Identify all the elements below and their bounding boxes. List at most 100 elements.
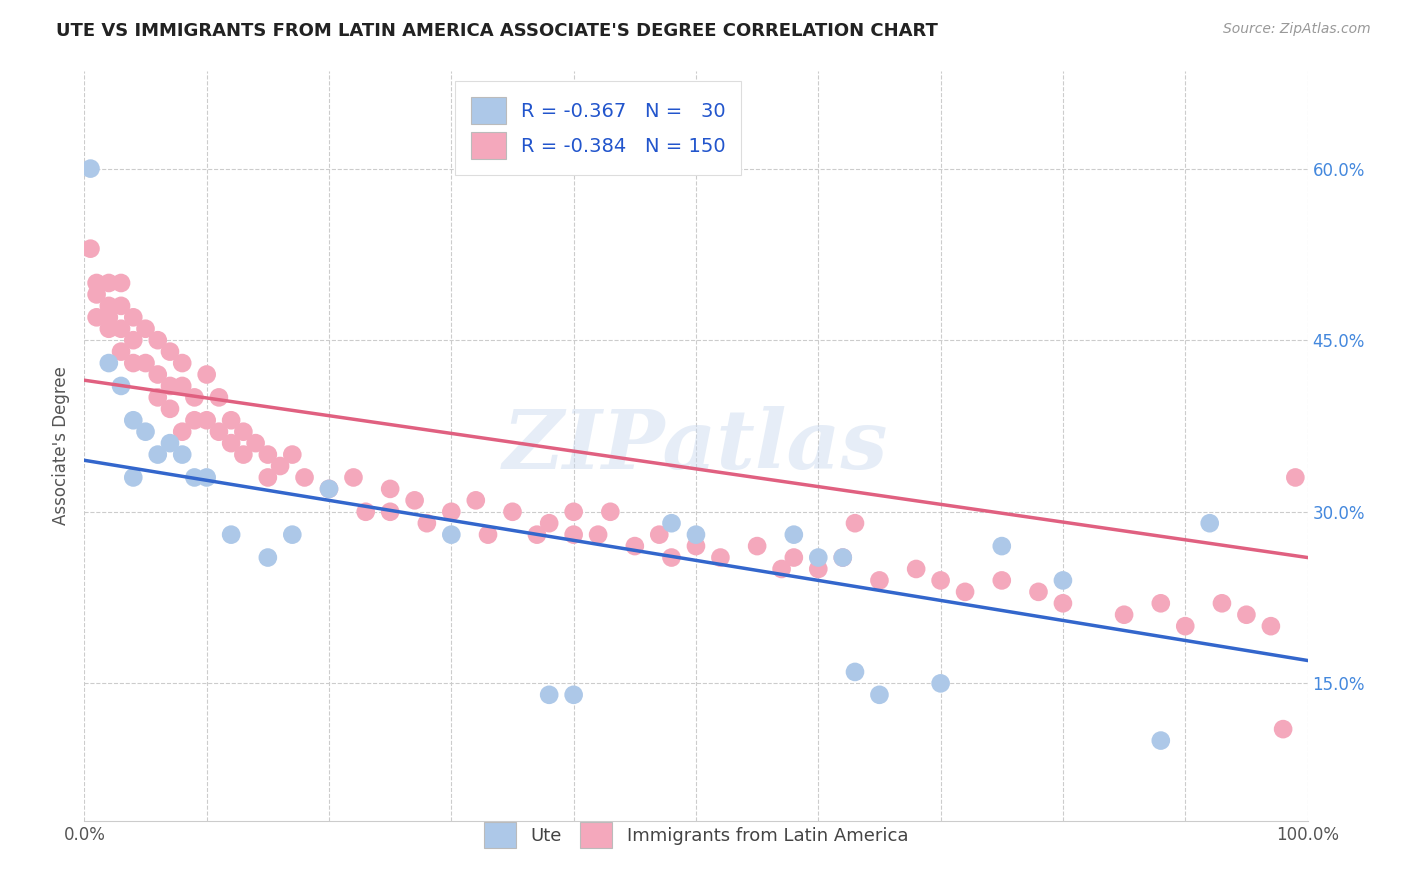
Point xyxy=(135,322,157,336)
Point xyxy=(1260,619,1282,633)
Point xyxy=(97,356,120,370)
Point xyxy=(538,688,561,702)
Point xyxy=(257,470,280,484)
Point xyxy=(1174,619,1197,633)
Point xyxy=(562,527,585,541)
Point xyxy=(807,550,830,565)
Point xyxy=(404,493,426,508)
Point xyxy=(79,242,101,256)
Point xyxy=(97,299,120,313)
Point xyxy=(661,516,683,531)
Point xyxy=(232,425,254,439)
Point xyxy=(122,470,145,484)
Point xyxy=(685,539,707,553)
Point xyxy=(110,379,132,393)
Point xyxy=(953,585,976,599)
Point xyxy=(79,161,101,176)
Point xyxy=(844,516,866,531)
Point xyxy=(526,527,548,541)
Point xyxy=(219,436,242,450)
Point xyxy=(477,527,499,541)
Point xyxy=(831,550,853,565)
Point xyxy=(1150,733,1173,747)
Point xyxy=(294,470,316,484)
Point xyxy=(195,368,218,382)
Point xyxy=(1272,722,1295,736)
Point xyxy=(86,287,108,301)
Point xyxy=(97,276,120,290)
Point xyxy=(747,539,769,553)
Point xyxy=(354,505,377,519)
Point xyxy=(929,676,952,690)
Point xyxy=(1052,596,1074,610)
Point xyxy=(318,482,340,496)
Point xyxy=(1236,607,1258,622)
Point xyxy=(709,550,731,565)
Y-axis label: Associate's Degree: Associate's Degree xyxy=(52,367,70,525)
Point xyxy=(146,390,169,404)
Point xyxy=(281,448,304,462)
Point xyxy=(648,527,671,541)
Point xyxy=(122,310,145,325)
Point xyxy=(416,516,439,531)
Point xyxy=(183,470,205,484)
Point xyxy=(1211,596,1233,610)
Text: UTE VS IMMIGRANTS FROM LATIN AMERICA ASSOCIATE'S DEGREE CORRELATION CHART: UTE VS IMMIGRANTS FROM LATIN AMERICA ASS… xyxy=(56,22,938,40)
Point xyxy=(624,539,647,553)
Point xyxy=(257,550,280,565)
Point xyxy=(146,333,169,347)
Point xyxy=(172,379,194,393)
Point xyxy=(281,527,304,541)
Point xyxy=(172,356,194,370)
Point xyxy=(219,527,242,541)
Point xyxy=(97,322,120,336)
Point xyxy=(110,276,132,290)
Point xyxy=(135,356,157,370)
Point xyxy=(1150,596,1173,610)
Point xyxy=(195,470,218,484)
Point xyxy=(1284,470,1306,484)
Point xyxy=(661,550,683,565)
Point xyxy=(464,493,486,508)
Point xyxy=(183,390,205,404)
Point xyxy=(1114,607,1136,622)
Point xyxy=(172,425,194,439)
Point xyxy=(159,401,181,416)
Point xyxy=(783,550,806,565)
Point xyxy=(159,379,181,393)
Point xyxy=(380,482,402,496)
Point xyxy=(991,574,1014,588)
Point xyxy=(1028,585,1050,599)
Point xyxy=(538,516,561,531)
Point xyxy=(869,688,891,702)
Point xyxy=(86,310,108,325)
Legend: Ute, Immigrants from Latin America: Ute, Immigrants from Latin America xyxy=(471,809,921,860)
Point xyxy=(159,344,181,359)
Point xyxy=(208,390,231,404)
Point xyxy=(905,562,928,576)
Point xyxy=(232,448,254,462)
Point xyxy=(929,574,952,588)
Point xyxy=(219,413,242,427)
Point xyxy=(807,562,830,576)
Point xyxy=(562,505,585,519)
Point xyxy=(208,425,231,439)
Point xyxy=(110,299,132,313)
Point xyxy=(159,436,181,450)
Point xyxy=(269,458,291,473)
Point xyxy=(869,574,891,588)
Point xyxy=(97,310,120,325)
Point xyxy=(1198,516,1220,531)
Point xyxy=(831,550,853,565)
Text: Source: ZipAtlas.com: Source: ZipAtlas.com xyxy=(1223,22,1371,37)
Point xyxy=(257,448,280,462)
Point xyxy=(146,368,169,382)
Point xyxy=(783,527,806,541)
Point xyxy=(844,665,866,679)
Point xyxy=(183,413,205,427)
Point xyxy=(770,562,793,576)
Point xyxy=(991,539,1014,553)
Point xyxy=(502,505,524,519)
Point xyxy=(1052,574,1074,588)
Point xyxy=(110,344,132,359)
